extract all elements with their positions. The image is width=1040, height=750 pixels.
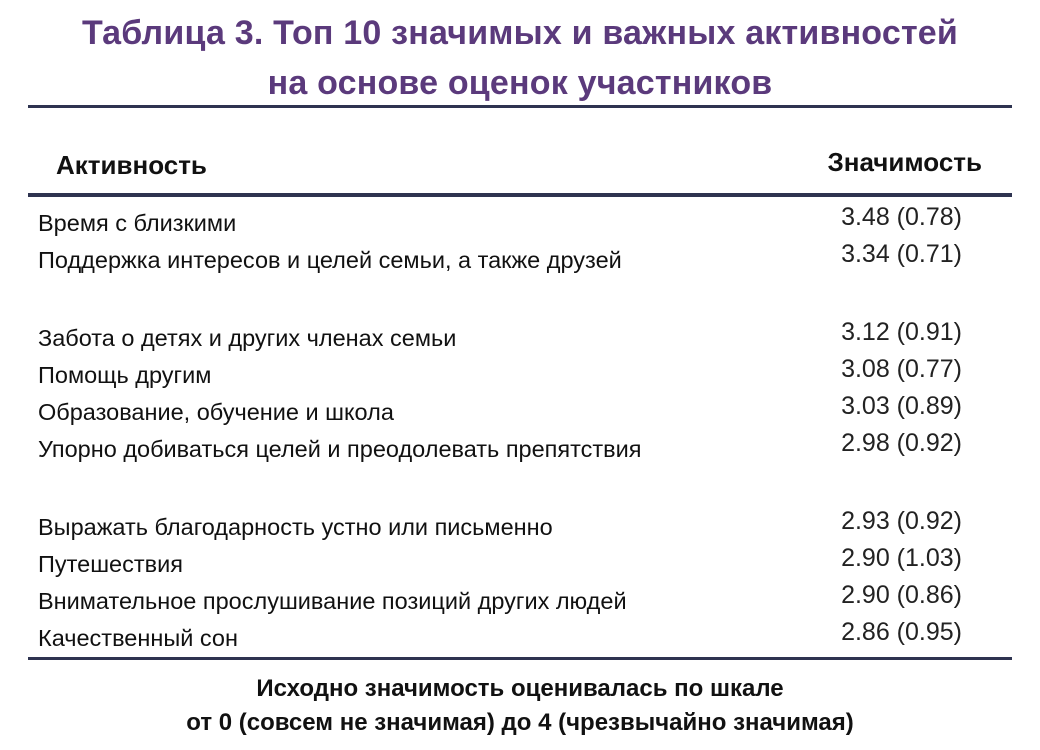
table-title: Таблица 3. Топ 10 значимых и важных акти… bbox=[0, 8, 1040, 108]
activity-cell: Выражать благодарность устно или письмен… bbox=[38, 514, 553, 540]
activity-cell: Качественный сон bbox=[38, 625, 238, 651]
table-row: Образование, обучение и школа 3.03 (0.89) bbox=[38, 392, 968, 431]
top-rule bbox=[28, 105, 1012, 108]
activity-cell: Время с близкими bbox=[38, 210, 237, 236]
significance-cell: 2.90 (0.86) bbox=[841, 581, 962, 609]
table-footnote: Исходно значимость оценивалась по шкале … bbox=[0, 672, 1040, 740]
title-line-2: на основе оценок участников bbox=[267, 64, 773, 102]
activity-cell: Упорно добиваться целей и преодолевать п… bbox=[38, 436, 642, 462]
column-header-activity: Активность bbox=[56, 150, 207, 180]
significance-cell: 3.08 (0.77) bbox=[841, 355, 962, 383]
significance-cell: 3.03 (0.89) bbox=[841, 392, 962, 420]
column-header-significance: Значимость bbox=[827, 147, 983, 177]
bottom-rule bbox=[28, 657, 1012, 660]
header-rule bbox=[28, 193, 1012, 197]
table-row: Выражать благодарность устно или письмен… bbox=[38, 507, 968, 546]
footnote-line-1: Исходно значимость оценивалась по шкале bbox=[256, 675, 784, 702]
activity-cell: Забота о детях и других членах семьи bbox=[38, 325, 457, 351]
table-row: Забота о детях и других членах семьи 3.12… bbox=[38, 318, 968, 357]
title-line-1: Таблица 3. Топ 10 значимых и важных акти… bbox=[81, 14, 959, 52]
activity-cell: Внимательное прослушивание позиций други… bbox=[38, 588, 627, 614]
footnote-line-2: от 0 (совсем не значимая) до 4 (чрезвыча… bbox=[186, 709, 854, 736]
table-row: Помощь другим 3.08 (0.77) bbox=[38, 355, 968, 394]
significance-cell: 2.86 (0.95) bbox=[841, 618, 962, 646]
significance-cell: 2.93 (0.92) bbox=[841, 507, 962, 535]
table-row: Упорно добиваться целей и преодолевать п… bbox=[38, 429, 968, 468]
activity-cell: Помощь другим bbox=[38, 362, 212, 388]
table-row: Поддержка интересов и целей семьи, а так… bbox=[38, 240, 968, 279]
table-row: Внимательное прослушивание позиций други… bbox=[38, 581, 968, 620]
activity-cell: Путешествия bbox=[38, 551, 183, 577]
significance-cell: 3.12 (0.91) bbox=[841, 318, 962, 346]
activity-cell: Образование, обучение и школа bbox=[38, 399, 394, 425]
significance-cell: 3.48 (0.78) bbox=[841, 203, 962, 231]
table-row: Путешествия 2.90 (1.03) bbox=[38, 544, 968, 583]
significance-cell: 2.90 (1.03) bbox=[841, 544, 962, 572]
table-row: Время с близкими 3.48 (0.78) bbox=[38, 203, 968, 242]
significance-cell: 2.98 (0.92) bbox=[841, 429, 962, 457]
activity-cell: Поддержка интересов и целей семьи, а так… bbox=[38, 247, 622, 273]
significance-cell: 3.34 (0.71) bbox=[841, 240, 962, 268]
table-row: Качественный сон 2.86 (0.95) bbox=[38, 618, 968, 657]
